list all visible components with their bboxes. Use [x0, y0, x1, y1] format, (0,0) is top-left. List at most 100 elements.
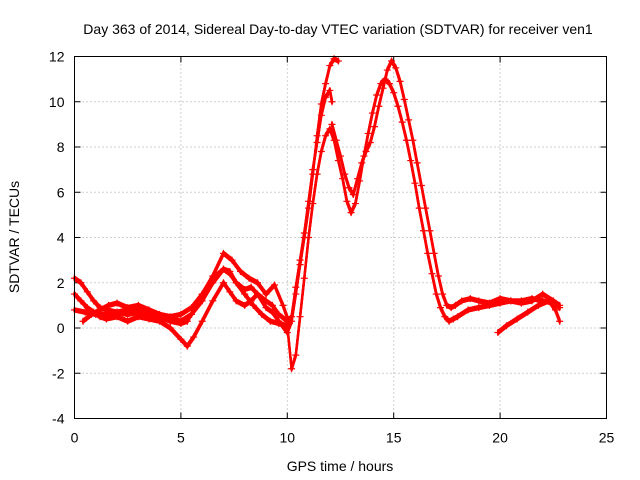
- data-point: [362, 148, 370, 156]
- data-point: [309, 200, 317, 208]
- series-band: [496, 300, 561, 335]
- data-point: [396, 77, 404, 85]
- data-point: [226, 267, 234, 275]
- data-point: [156, 310, 164, 318]
- data-point: [219, 279, 227, 287]
- x-tick-label: 15: [386, 430, 402, 446]
- series-band: [73, 76, 561, 369]
- axes-frame: [74, 56, 607, 419]
- data-point: [83, 288, 91, 296]
- data-point: [96, 306, 104, 314]
- data-point: [254, 279, 262, 287]
- chart-title: Day 363 of 2014, Sidereal Day-to-day VTE…: [83, 21, 593, 37]
- data-point: [368, 109, 376, 117]
- data-point: [313, 170, 321, 178]
- data-point: [326, 62, 334, 70]
- x-tick-label: 0: [71, 430, 79, 446]
- data-point: [332, 136, 340, 144]
- data-point: [328, 98, 336, 106]
- data-point: [183, 342, 191, 350]
- data-point: [424, 249, 432, 257]
- data-point: [347, 209, 355, 217]
- data-point: [124, 304, 132, 312]
- data-point: [400, 95, 408, 103]
- series-band: [73, 78, 561, 371]
- data-point: [345, 184, 353, 192]
- data-point: [398, 118, 406, 126]
- data-point: [445, 317, 453, 325]
- data-point: [134, 301, 142, 309]
- data-point: [475, 297, 483, 305]
- data-point: [305, 204, 313, 212]
- data-point: [166, 313, 174, 321]
- data-point: [81, 308, 89, 316]
- data-point: [556, 301, 564, 309]
- data-point: [417, 181, 425, 189]
- data-point: [407, 157, 415, 165]
- data-point: [454, 313, 462, 321]
- y-tick-label: 4: [57, 230, 65, 246]
- data-point: [556, 317, 564, 325]
- data-point: [485, 299, 493, 307]
- data-point: [513, 315, 521, 323]
- data-point: [292, 290, 300, 298]
- y-tick-label: -2: [52, 365, 65, 381]
- series-band: [330, 58, 561, 308]
- series-band: [496, 301, 561, 336]
- data-point: [198, 297, 206, 305]
- data-point: [219, 249, 227, 257]
- series-band: [330, 60, 561, 310]
- data-point: [102, 310, 110, 318]
- data-point: [322, 80, 330, 88]
- data-point: [458, 297, 466, 305]
- data-point: [247, 283, 255, 291]
- grid-lines: [74, 56, 607, 419]
- data-point: [268, 308, 276, 316]
- series-trace-e: [494, 297, 564, 337]
- data-point: [271, 281, 279, 289]
- data-point: [328, 120, 336, 128]
- data-point: [232, 297, 240, 305]
- tick-labels: 0 5 10 15 20 25 -4 -2 0 2 4 6 8 10 12: [49, 49, 615, 446]
- data-point: [411, 179, 419, 187]
- data-point: [177, 335, 185, 343]
- data-point: [447, 304, 455, 312]
- x-tick-label: 5: [177, 430, 185, 446]
- data-point: [415, 204, 423, 212]
- data-point: [383, 66, 391, 74]
- data-point: [296, 261, 304, 269]
- series-band: [73, 77, 561, 369]
- data-point: [275, 319, 283, 327]
- data-point: [134, 313, 142, 321]
- data-point: [305, 234, 313, 241]
- data-point: [496, 295, 504, 303]
- data-point: [366, 138, 374, 146]
- data-point: [279, 301, 287, 309]
- data-point: [434, 272, 442, 280]
- data-point: [422, 204, 430, 212]
- data-point: [517, 299, 525, 307]
- data-point: [190, 333, 198, 341]
- data-point: [249, 301, 257, 309]
- data-point: [166, 324, 174, 332]
- data-point: [371, 123, 379, 131]
- data-point: [288, 365, 296, 373]
- data-point: [296, 313, 304, 321]
- data-point: [88, 310, 96, 318]
- data-point: [226, 288, 234, 296]
- series-band: [330, 59, 561, 309]
- data-point: [539, 290, 547, 298]
- data-point: [351, 200, 359, 208]
- data-point: [358, 159, 366, 167]
- series-trace-d: [328, 57, 564, 312]
- data-point: [254, 290, 262, 298]
- data-point: [300, 274, 308, 282]
- data-point: [437, 304, 445, 312]
- data-point: [241, 301, 249, 309]
- y-tick-label: 8: [57, 139, 65, 155]
- data-point: [77, 297, 85, 305]
- data-point: [475, 304, 483, 312]
- y-axis-label: SDTVAR / TECUs: [6, 181, 22, 293]
- series-band: [73, 79, 561, 372]
